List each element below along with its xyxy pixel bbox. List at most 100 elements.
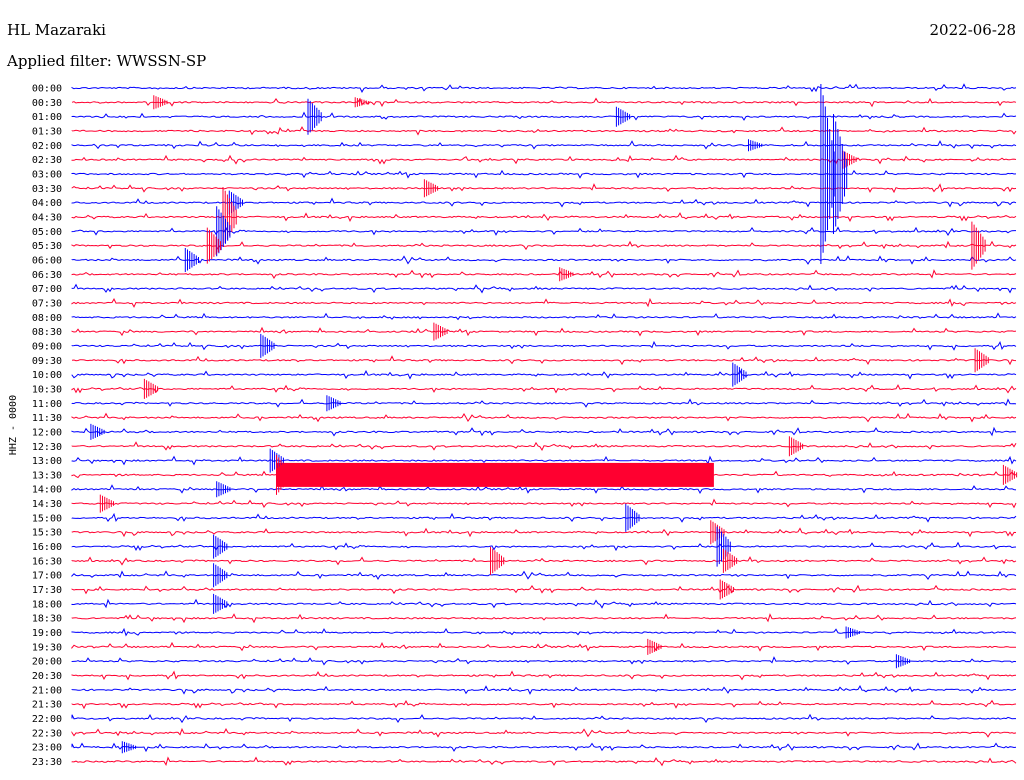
row-time-label: 18:00 [32, 599, 62, 610]
row-time-label: 21:00 [32, 685, 62, 696]
row-time-label: 02:00 [32, 141, 62, 152]
seismic-event [615, 106, 631, 127]
event-marks [90, 84, 1018, 754]
row-time-label: 03:30 [32, 184, 62, 195]
row-time-label: 10:30 [32, 384, 62, 395]
trace-row [71, 183, 1017, 194]
trace-row [71, 656, 1017, 666]
seismic-event [213, 563, 228, 588]
trace-row [71, 355, 1017, 366]
seismic-event [90, 423, 105, 440]
row-time-label: 08:30 [32, 327, 62, 338]
trace-row [71, 441, 1017, 452]
trace-row [71, 283, 1017, 294]
trace-row [71, 97, 1017, 108]
trace-row [71, 340, 1017, 351]
row-time-label: 23:30 [32, 757, 62, 768]
seismic-event [206, 227, 221, 264]
row-time-label: 00:00 [32, 84, 62, 95]
row-time-label: 05:00 [32, 227, 62, 238]
row-time-label: 15:30 [32, 528, 62, 539]
trace-row [71, 240, 1017, 251]
row-time-label: 01:00 [32, 112, 62, 123]
trace-row [71, 498, 1017, 509]
row-time-label: 05:30 [32, 241, 62, 252]
row-time-label: 20:00 [32, 657, 62, 668]
trace-row [71, 169, 1017, 179]
trace-row [71, 685, 1017, 695]
row-time-label: 06:00 [32, 255, 62, 266]
trace-row [71, 197, 1017, 208]
trace-row [71, 398, 1017, 408]
row-time-label: 13:00 [32, 456, 62, 467]
trace-row [71, 527, 1017, 538]
row-time-label: 00:30 [32, 98, 62, 109]
row-time-label: 22:30 [32, 728, 62, 739]
trace-row [71, 742, 1017, 753]
seismic-event [788, 436, 804, 457]
seismic-event [276, 454, 291, 495]
trace-row [71, 670, 1017, 681]
seismic-event [559, 267, 574, 282]
row-time-label: 14:00 [32, 485, 62, 496]
seismic-event [326, 395, 341, 412]
seismic-event [748, 139, 763, 152]
seismic-event [490, 546, 505, 575]
row-time-label: 04:00 [32, 198, 62, 209]
trace-row [71, 212, 1017, 223]
seismic-event [213, 534, 228, 559]
seismic-event [845, 626, 860, 639]
seismic-event [354, 97, 369, 108]
trace-row [71, 226, 1016, 236]
trace-rows: 00:00 00:30 01:00 01:30 02:00 02:30 03:00 03:30… [32, 83, 1017, 768]
channel-label: HHZ - 0000 [8, 395, 19, 455]
trace-row [71, 83, 1017, 93]
trace-row [71, 699, 1017, 710]
filter-label: Applied filter: WWSSN-SP [6, 52, 206, 70]
seismic-event [184, 248, 199, 272]
seismic-event [99, 494, 114, 513]
row-time-label: 09:30 [32, 356, 62, 367]
seismic-event [1002, 464, 1018, 485]
seismic-event [647, 638, 662, 655]
seismic-event [153, 95, 168, 110]
seismic-event [722, 548, 738, 573]
seismic-event [842, 150, 857, 169]
row-time-label: 07:00 [32, 284, 62, 295]
trace-row [71, 312, 1017, 321]
seismic-event [732, 362, 747, 387]
trace-row [71, 455, 1017, 466]
trace-row [71, 641, 1016, 652]
trace-row [71, 369, 1017, 380]
row-time-label: 22:00 [32, 714, 62, 725]
row-time-label: 17:00 [32, 571, 62, 582]
row-time-label: 09:00 [32, 341, 62, 352]
trace-row [71, 584, 1017, 595]
row-time-label: 19:30 [32, 642, 62, 653]
seismic-event [216, 206, 231, 257]
trace-row [71, 154, 1017, 165]
row-time-label: 18:30 [32, 614, 62, 625]
row-time-label: 11:30 [32, 413, 62, 424]
row-time-label: 13:30 [32, 470, 62, 481]
trace-row [71, 627, 1017, 637]
noise-burst [276, 462, 714, 487]
trace-row [71, 140, 1017, 150]
seismic-event [213, 593, 228, 614]
trace-row [71, 598, 1017, 609]
seismic-event [143, 378, 159, 399]
trace-row [71, 126, 1017, 136]
trace-row [71, 384, 1017, 394]
trace-row [71, 727, 1017, 738]
seismic-event [820, 84, 835, 264]
date-label: 2022-06-28 [930, 21, 1016, 39]
row-time-label: 23:00 [32, 743, 62, 754]
row-time-label: 01:30 [32, 126, 62, 137]
row-time-label: 04:30 [32, 212, 62, 223]
row-time-label: 21:30 [32, 700, 62, 711]
trace-row [71, 541, 1017, 552]
trace-row [71, 326, 1017, 337]
seismic-event [121, 741, 136, 754]
seismic-event [625, 503, 640, 532]
row-time-label: 16:30 [32, 556, 62, 567]
